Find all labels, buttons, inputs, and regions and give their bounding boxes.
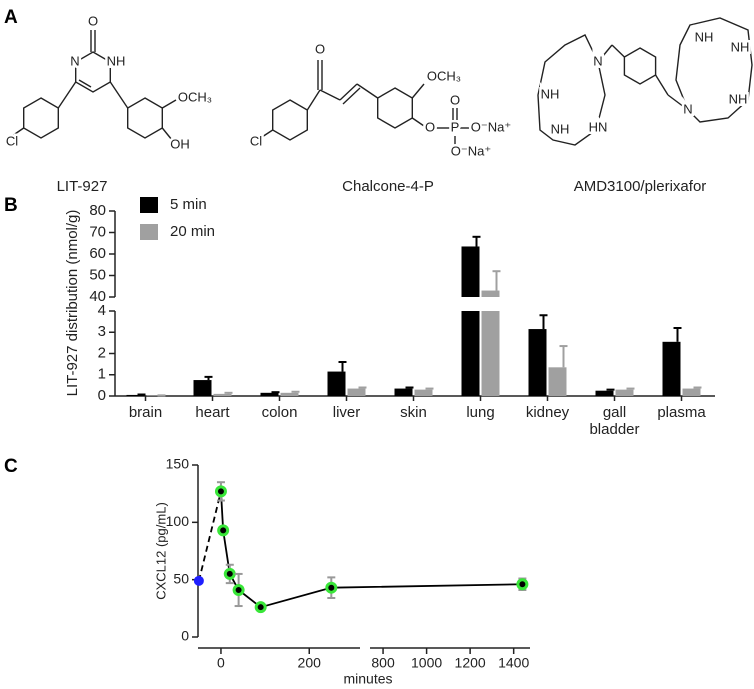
bar — [615, 389, 634, 396]
data-point — [217, 524, 230, 537]
atom: NH — [695, 29, 714, 44]
x-tick-label: plasma — [657, 404, 706, 421]
atom: OCH₃ — [178, 89, 212, 104]
y-tick-label: 70 — [89, 223, 106, 240]
x-axis-label: minutes — [343, 671, 392, 687]
structure-name: LIT-927 — [57, 178, 108, 195]
legend-swatch — [140, 224, 158, 240]
data-point — [193, 575, 204, 586]
bar — [260, 392, 279, 396]
atom: NH — [107, 53, 126, 68]
y-tick-label: 80 — [89, 202, 106, 219]
legend-swatch — [140, 197, 158, 213]
x-tick-label: 1400 — [498, 655, 529, 671]
x-tick-label: 1200 — [455, 655, 486, 671]
atom: O — [425, 119, 435, 134]
x-tick-label: kidney — [525, 404, 570, 421]
atom: O — [450, 92, 460, 107]
y-tick-label: 150 — [166, 456, 190, 472]
y-axis-label: LIT-927 distribution (nmol/g) — [64, 210, 81, 397]
atom: NH — [731, 39, 750, 54]
bar — [213, 393, 232, 396]
x-tick-label: heart — [195, 404, 230, 421]
panel-label: A — [4, 7, 18, 28]
atom: P — [451, 119, 460, 134]
atom: O — [315, 41, 325, 56]
y-axis-label: CXCL12 (pg/mL) — [153, 502, 168, 600]
structure-amd3100: NH N NH HN NH NH N NH AMD3100/plerixafor — [537, 17, 753, 195]
structure-chalcone: O Cl OCH₃ O P O O⁻Na⁺ O⁻Na⁺ Chalcone-4-P — [247, 39, 513, 195]
y-tick-label: 40 — [89, 288, 106, 305]
panel-label: C — [4, 456, 18, 477]
atom: NH — [729, 91, 748, 106]
data-point — [232, 583, 245, 596]
y-tick-label: 50 — [89, 266, 106, 283]
atom: N — [683, 101, 692, 116]
bar — [528, 329, 547, 396]
x-tick-label: brain — [128, 404, 163, 421]
x-tick-label: 800 — [371, 655, 395, 671]
bar — [481, 311, 500, 396]
bar — [461, 311, 480, 396]
data-point — [214, 485, 227, 498]
baseline-link — [198, 491, 222, 582]
atom: OH — [170, 136, 190, 151]
atom: HN — [589, 119, 608, 134]
bar — [662, 341, 681, 396]
atom: O — [88, 13, 98, 28]
bar — [481, 290, 500, 297]
structure-name: AMD3100/plerixafor — [574, 178, 707, 195]
data-point — [254, 601, 267, 614]
y-tick-label: 2 — [98, 344, 106, 361]
atom: Cl — [6, 133, 18, 148]
x-tick-label: 0 — [217, 655, 225, 671]
x-tick-label: skin — [400, 404, 427, 421]
atom: NH — [551, 121, 570, 136]
data-point — [516, 578, 529, 591]
y-tick-label: 100 — [166, 513, 190, 529]
bar — [548, 367, 567, 396]
structure-name: Chalcone-4-P — [342, 178, 434, 195]
panel-label: B — [4, 195, 18, 216]
x-tick-label: liver — [332, 404, 361, 421]
atom: O⁻Na⁺ — [471, 119, 511, 134]
y-tick-label: 0 — [98, 387, 106, 404]
y-tick-label: 4 — [98, 302, 106, 319]
data-point — [223, 567, 236, 580]
y-tick-label: 50 — [173, 570, 189, 586]
legend-label: 5 min — [170, 196, 207, 213]
atom: Cl — [250, 133, 262, 148]
y-tick-label: 0 — [181, 628, 189, 644]
atom: OCH₃ — [427, 68, 461, 83]
atom: N — [70, 53, 79, 68]
data-line — [220, 491, 523, 609]
y-tick-label: 60 — [89, 245, 106, 262]
legend-label: 20 min — [170, 223, 215, 240]
bar — [595, 390, 614, 396]
x-tick-label: colon — [261, 404, 298, 421]
bar — [394, 388, 413, 396]
atom: NH — [541, 86, 560, 101]
atom: N — [593, 53, 602, 68]
bar — [193, 380, 212, 396]
x-tick-label: gall bladder — [589, 404, 640, 438]
atom: O⁻Na⁺ — [451, 143, 491, 158]
x-tick-label: lung — [466, 404, 495, 421]
data-point — [325, 581, 338, 594]
x-tick-label: 200 — [298, 655, 322, 671]
bar — [280, 392, 299, 396]
bar — [414, 389, 433, 396]
y-tick-label: 1 — [98, 366, 106, 383]
bar — [461, 246, 480, 297]
y-tick-label: 3 — [98, 323, 106, 340]
bar — [682, 388, 701, 396]
bar — [126, 394, 145, 396]
structure-lit927: O N NH OCH₃ OH Cl LIT-927 — [3, 11, 214, 195]
bar — [327, 371, 346, 396]
x-tick-label: 1000 — [411, 655, 442, 671]
bar — [347, 388, 366, 396]
